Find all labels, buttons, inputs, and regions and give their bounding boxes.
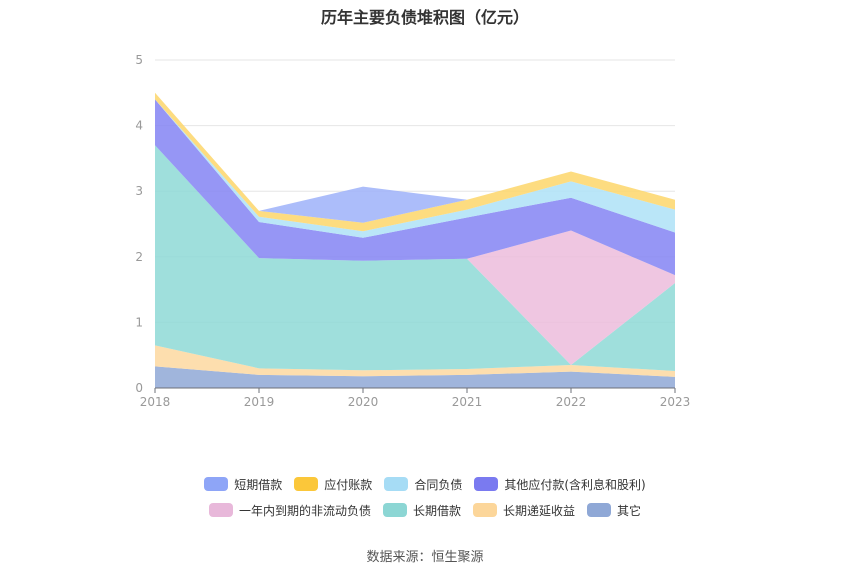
legend-item[interactable]: 长期借款	[382, 502, 461, 519]
x-tick-label: 2022	[556, 395, 587, 409]
area-layer	[155, 92, 675, 388]
legend-swatch	[473, 503, 497, 517]
legend-row: 短期借款 应付账款 合同负债 其他应付款(含利息和股利)	[0, 472, 850, 496]
legend-label: 合同负债	[414, 477, 463, 492]
area-series-4[interactable]	[155, 99, 675, 276]
axis-layer: 0 1 2 3 4 5 2018 2019 2020 2021 2022 2023	[135, 53, 690, 409]
legend-swatch	[208, 503, 233, 517]
y-tick-label: 2	[135, 250, 143, 264]
legend-swatch	[474, 477, 499, 491]
legend: 短期借款 应付账款 合同负债 其他应付款(含利息和股利) 一年内到期的非流动负债 长期借款…	[0, 472, 850, 524]
legend-label: 长期递延收益	[503, 503, 576, 518]
legend-label: 其它	[617, 503, 642, 518]
source-note: 数据来源：恒生聚源	[366, 550, 484, 565]
chart-title: 历年主要负债堆积图（亿元）	[320, 8, 529, 27]
x-tick-label: 2020	[348, 395, 379, 409]
legend-item[interactable]: 应付账款	[294, 476, 372, 493]
x-tick-label: 2018	[140, 395, 171, 409]
legend-swatch	[384, 477, 409, 491]
y-tick-label: 4	[135, 119, 143, 133]
legend-label: 其他应付款(含利息和股利)	[504, 477, 646, 492]
legend-item[interactable]: 短期借款	[204, 476, 282, 493]
legend-item[interactable]: 其他应付款(含利息和股利)	[474, 476, 646, 493]
y-tick-label: 1	[135, 315, 143, 329]
legend-swatch	[294, 477, 319, 491]
legend-label: 长期借款	[412, 503, 461, 518]
area-series-7[interactable]	[155, 92, 675, 223]
legend-item[interactable]: 长期递延收益	[473, 502, 575, 519]
x-tick-label: 2021	[452, 395, 483, 409]
legend-row: 一年内到期的非流动负债 长期借款 长期递延收益 其它	[0, 498, 850, 522]
area-series-3[interactable]	[155, 145, 675, 366]
legend-item[interactable]: 合同负债	[384, 476, 462, 493]
legend-label: 一年内到期的非流动负债	[238, 503, 371, 518]
area-series-0[interactable]	[155, 366, 675, 388]
x-tick-label: 2019	[244, 395, 275, 409]
y-tick-label: 3	[135, 184, 143, 198]
area-series-1[interactable]	[155, 345, 675, 377]
legend-item[interactable]: 其它	[587, 502, 641, 519]
area-series-2[interactable]	[155, 145, 675, 371]
legend-item[interactable]: 一年内到期的非流动负债	[208, 502, 371, 519]
legend-label: 应付账款	[324, 477, 373, 492]
y-tick-label: 5	[135, 53, 143, 67]
legend-swatch	[204, 477, 229, 491]
x-tick-label: 2023	[660, 395, 691, 409]
y-tick-label: 0	[135, 381, 143, 395]
legend-swatch	[587, 503, 612, 517]
legend-label: 短期借款	[234, 477, 283, 492]
legend-swatch	[382, 503, 407, 517]
